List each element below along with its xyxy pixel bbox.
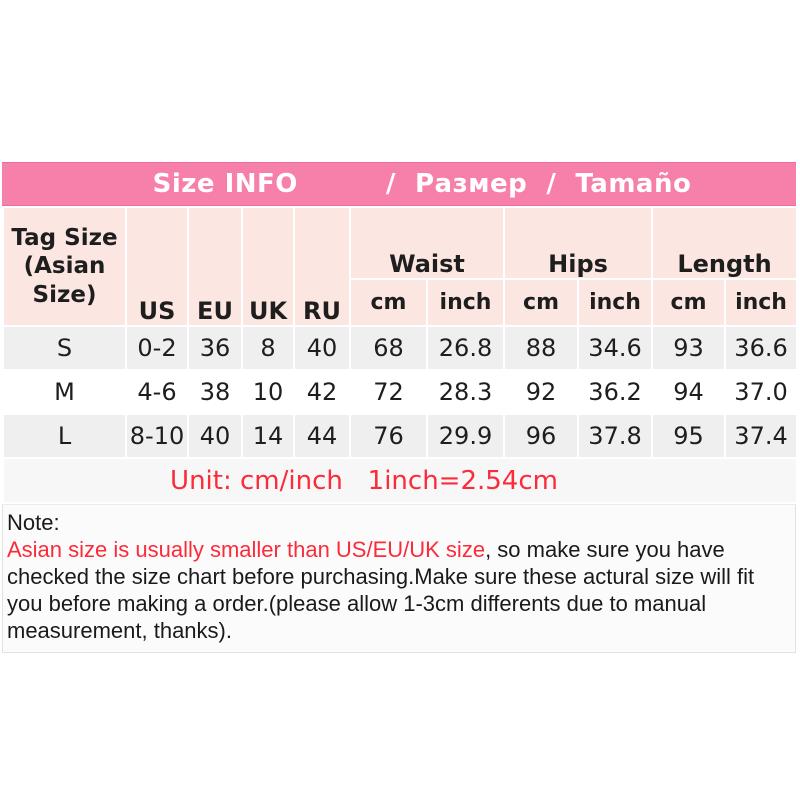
title-translations: / Размер / Tamaño (385, 169, 692, 199)
note-highlight-red: Asian size is usually smaller than US/EU… (7, 537, 486, 562)
unit-note-text: Unit: cm/inch 1inch=2.54cm (1, 457, 799, 504)
cell-length-cm: 93 (651, 325, 727, 371)
cell-waist-inch: 26.8 (425, 325, 506, 371)
cell-waist-cm: 76 (349, 413, 428, 459)
title-size-info: Size INFO (152, 169, 298, 199)
note-rest: , so make sure you have checked the size… (7, 537, 755, 643)
cell-hips-inch: 37.8 (577, 413, 654, 459)
col-header-waist-cm: cm (349, 278, 428, 327)
cell-ru: 42 (293, 369, 351, 415)
col-header-uk: UK (241, 206, 295, 327)
cell-tag: S (2, 325, 127, 371)
cell-length-cm: 94 (651, 369, 727, 415)
header-unit-row: cm inch cm inch cm inch (3, 278, 799, 327)
col-group-length: Length (651, 206, 799, 280)
size-table: Tag Size (Asian Size) US EU UK RU Waist … (1, 206, 799, 504)
cell-waist-cm: 68 (349, 325, 428, 371)
cell-us: 4-6 (125, 369, 189, 415)
cell-tag: L (2, 413, 127, 459)
cell-us: 0-2 (125, 325, 189, 371)
col-header-us: US (125, 206, 189, 327)
cell-eu: 36 (187, 325, 243, 371)
cell-waist-inch: 28.3 (425, 369, 506, 415)
col-header-hips-inch: inch (577, 278, 654, 327)
col-header-length-cm: cm (651, 278, 727, 327)
cell-length-inch: 37.4 (724, 413, 799, 459)
cell-uk: 14 (241, 413, 295, 459)
note-label: Note: (7, 510, 60, 535)
cell-us: 8-10 (125, 413, 189, 459)
cell-hips-inch: 36.2 (577, 369, 654, 415)
cell-ru: 40 (293, 325, 351, 371)
unit-note-row: Unit: cm/inch 1inch=2.54cm (1, 457, 799, 504)
header-group-row: Tag Size (Asian Size) US EU UK RU Waist … (2, 206, 799, 327)
col-header-tag-size: Tag Size (Asian Size) (2, 206, 127, 327)
size-row-s: S 0-2 36 8 40 68 26.8 88 34.6 93 36.6 (2, 325, 799, 371)
col-header-hips-cm: cm (503, 278, 580, 327)
col-group-waist: Waist (348, 206, 506, 280)
cell-tag: M (2, 369, 127, 415)
cell-hips-inch: 34.6 (577, 325, 654, 371)
size-info-title-bar: Size INFO / Размер / Tamaño (2, 162, 796, 206)
size-chart: Size INFO / Размер / Tamaño Tag Size (As… (1, 162, 799, 653)
note-paragraph: Asian size is usually smaller than US/EU… (7, 536, 791, 644)
cell-uk: 8 (241, 325, 295, 371)
cell-uk: 10 (241, 369, 295, 415)
cell-length-cm: 95 (651, 413, 727, 459)
cell-eu: 40 (187, 413, 243, 459)
cell-hips-cm: 92 (503, 369, 580, 415)
size-row-l: L 8-10 40 14 44 76 29.9 96 37.8 95 37.4 (2, 413, 799, 459)
cell-ru: 44 (293, 413, 351, 459)
cell-length-inch: 37.0 (724, 369, 799, 415)
size-row-m: M 4-6 38 10 42 72 28.3 92 36.2 94 37.0 (2, 369, 799, 415)
cell-waist-inch: 29.9 (425, 413, 506, 459)
col-header-waist-inch: inch (425, 278, 506, 327)
note-box: Note: Asian size is usually smaller than… (2, 504, 796, 653)
cell-eu: 38 (187, 369, 243, 415)
col-header-ru: RU (293, 206, 351, 327)
cell-waist-cm: 72 (349, 369, 428, 415)
col-group-hips: Hips (503, 206, 654, 280)
col-header-eu: EU (187, 206, 243, 327)
cell-length-inch: 36.6 (724, 325, 799, 371)
cell-hips-cm: 88 (503, 325, 580, 371)
col-header-length-inch: inch (724, 278, 799, 327)
cell-hips-cm: 96 (503, 413, 580, 459)
